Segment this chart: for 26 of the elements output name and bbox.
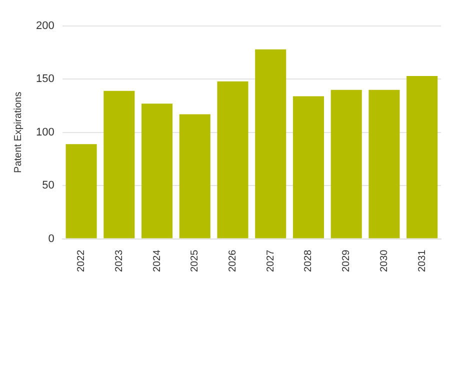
bar [255,49,286,238]
y-tick-label: 0 [48,232,54,245]
y-tick-label: 50 [42,180,54,192]
x-tick-label: 2031 [416,249,428,272]
x-tick-label: 2024 [152,249,163,272]
x-tick-label: 2027 [265,249,276,272]
bar [406,76,438,238]
bar [66,144,97,238]
y-axis-title: Patent Expirations [12,92,24,173]
x-tick-label: 2025 [190,249,201,272]
bar [217,81,248,238]
x-tick-label: 2023 [114,249,125,272]
x-tick-label: 2030 [378,249,390,272]
y-tick-label: 200 [36,20,54,32]
bar [368,90,400,238]
x-tick-label: 2026 [227,249,238,272]
y-tick-label: 150 [36,73,54,86]
bar [104,90,135,238]
y-tick-label: 100 [36,126,54,138]
bar [330,90,362,238]
x-tick-label: 2029 [341,249,352,272]
x-tick-label: 2022 [76,249,88,272]
x-tick-label: 2028 [303,249,314,272]
bar [179,114,210,238]
bar [292,96,324,238]
bar [141,104,173,238]
